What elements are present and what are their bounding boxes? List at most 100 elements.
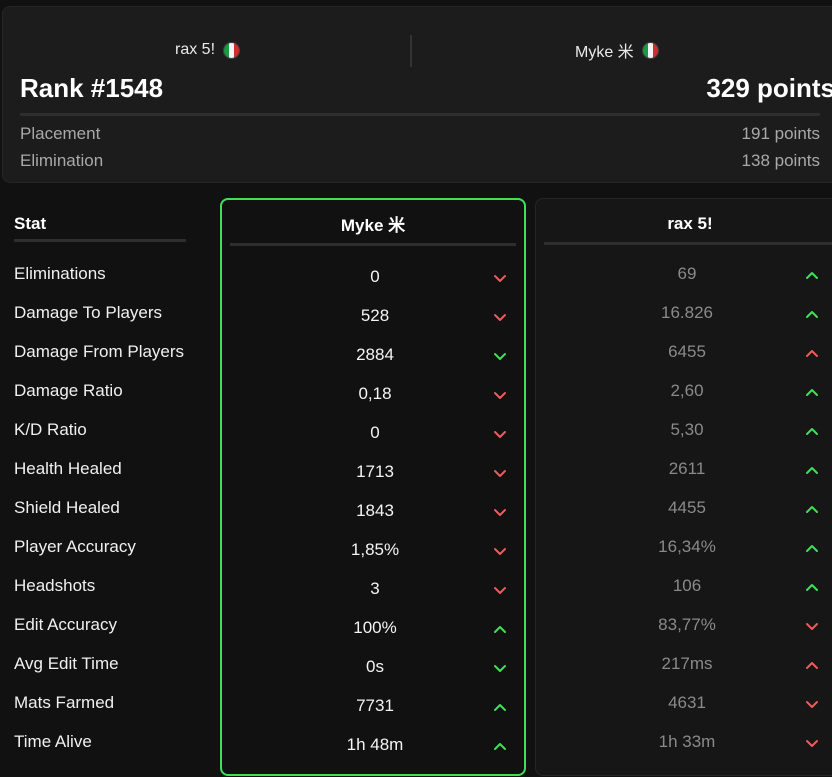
player-left-name: rax 5! (175, 41, 216, 58)
stat-value: 0 (370, 423, 380, 442)
chevron-down-icon (804, 696, 820, 712)
chevron-down-icon (804, 618, 820, 634)
chevron-up-icon (804, 345, 820, 361)
breakdown-row-placement: Placement 191 points (20, 124, 820, 144)
breakdown-value: 138 points (741, 151, 820, 170)
stat-value: 528 (360, 306, 390, 325)
chevron-down-icon (492, 387, 508, 403)
chevron-up-icon (492, 738, 508, 754)
stat-value: 0s (366, 657, 384, 676)
stat-value: 100% (353, 618, 397, 637)
total-points: 329 points (706, 73, 832, 103)
player-column-header[interactable]: Myke 米 (230, 200, 516, 246)
stat-label: Shield Healed (14, 498, 120, 517)
stat-value-row: 2,60 (536, 381, 832, 401)
stat-value: 3 (370, 579, 380, 598)
player-column-header[interactable]: rax 5! (544, 199, 832, 245)
chevron-down-icon (492, 465, 508, 481)
divider (20, 113, 820, 116)
stat-value-row: 1843 (222, 501, 524, 521)
stat-label: Player Accuracy (14, 537, 136, 556)
stat-value: 4455 (668, 498, 706, 517)
stat-value: 2884 (356, 345, 394, 364)
stat-value-row: 0s (222, 657, 524, 677)
stat-value: 1843 (356, 501, 394, 520)
stat-label-column: Stat Eliminations Damage To Players Damage… (14, 198, 186, 751)
player-column-rax: rax 5! 69 16.826 6455 2,60 5,30 2611 4455 16,34… (535, 198, 832, 776)
stat-value: 2611 (668, 459, 706, 478)
breakdown-value: 191 points (741, 124, 820, 143)
stat-value-row: 0,18 (222, 384, 524, 404)
stat-value: 2,60 (670, 381, 704, 400)
stat-value: 1h 33m (658, 732, 716, 751)
stat-label: Mats Farmed (14, 693, 115, 712)
stat-value: 1,85% (350, 540, 400, 559)
stat-value: 7731 (356, 696, 394, 715)
stat-label: Damage From Players (14, 342, 185, 361)
chevron-up-icon (804, 306, 820, 322)
chevron-up-icon (492, 699, 508, 715)
rank-title: Rank #1548 (20, 73, 164, 103)
stat-value: 0 (370, 267, 380, 286)
chevron-down-icon (492, 582, 508, 598)
stat-label: Damage To Players (14, 303, 163, 322)
stat-value: 0,18 (358, 384, 392, 403)
stat-value: 1h 48m (346, 735, 404, 754)
chevron-down-icon (492, 348, 508, 364)
stat-value-row: 217ms (536, 654, 832, 674)
stat-label: K/D Ratio (14, 420, 87, 439)
chevron-down-icon (492, 504, 508, 520)
stat-value-row: 0 (222, 423, 524, 443)
stat-value-row: 2611 (536, 459, 832, 479)
stat-value-row: 5,30 (536, 420, 832, 440)
stat-value-row: 4455 (536, 498, 832, 518)
chevron-up-icon (804, 657, 820, 673)
chevron-up-icon (804, 462, 820, 478)
stat-column-header: Stat (14, 198, 186, 242)
stat-label: Health Healed (14, 459, 122, 478)
stat-value-row: 6455 (536, 342, 832, 362)
chevron-up-icon (804, 423, 820, 439)
chevron-up-icon (804, 501, 820, 517)
player-column-myke: Myke 米 0 528 2884 0,18 0 1713 1843 1,85% 3 100% 0s… (220, 198, 526, 776)
player-left[interactable]: rax 5! (175, 31, 241, 69)
stat-value: 5,30 (670, 420, 704, 439)
chevron-up-icon (492, 621, 508, 637)
stat-label: Damage Ratio (14, 381, 123, 400)
player-right-name: Myke 米 (575, 44, 634, 61)
player-right[interactable]: Myke 米 (575, 31, 659, 69)
breakdown-label: Placement (20, 124, 101, 143)
team-summary-card: rax 5! Myke 米 Rank #1548 329 points Plac… (2, 6, 832, 183)
stat-value-row: 83,77% (536, 615, 832, 635)
stat-value-row: 3 (222, 579, 524, 599)
stat-value-row: 1,85% (222, 540, 524, 560)
stat-value: 16.826 (661, 303, 713, 322)
stat-value: 106 (672, 576, 702, 595)
stat-value: 16,34% (658, 537, 716, 556)
stat-value-row: 4631 (536, 693, 832, 713)
italy-flag-icon (223, 41, 241, 59)
team-players: rax 5! Myke 米 (3, 31, 832, 69)
stat-value-row: 1713 (222, 462, 524, 482)
stat-label: Edit Accuracy (14, 615, 117, 634)
chevron-up-icon (804, 384, 820, 400)
stat-label: Avg Edit Time (14, 654, 119, 673)
stat-value: 4631 (668, 693, 706, 712)
chevron-up-icon (804, 540, 820, 556)
players-divider (410, 35, 412, 67)
stat-value-row: 0 (222, 267, 524, 287)
stat-value-row: 2884 (222, 345, 524, 365)
chevron-down-icon (492, 543, 508, 559)
stat-value-row: 7731 (222, 696, 524, 716)
chevron-up-icon (804, 579, 820, 595)
chevron-down-icon (804, 735, 820, 751)
stat-label: Eliminations (14, 264, 106, 283)
stat-value: 1713 (356, 462, 394, 481)
stat-value-row: 106 (536, 576, 832, 596)
italy-flag-icon (641, 41, 659, 59)
stat-value: 217ms (661, 654, 713, 673)
stat-value-row: 16,34% (536, 537, 832, 557)
stat-label: Headshots (14, 576, 96, 595)
stat-value-row: 528 (222, 306, 524, 326)
stat-value-row: 100% (222, 618, 524, 638)
